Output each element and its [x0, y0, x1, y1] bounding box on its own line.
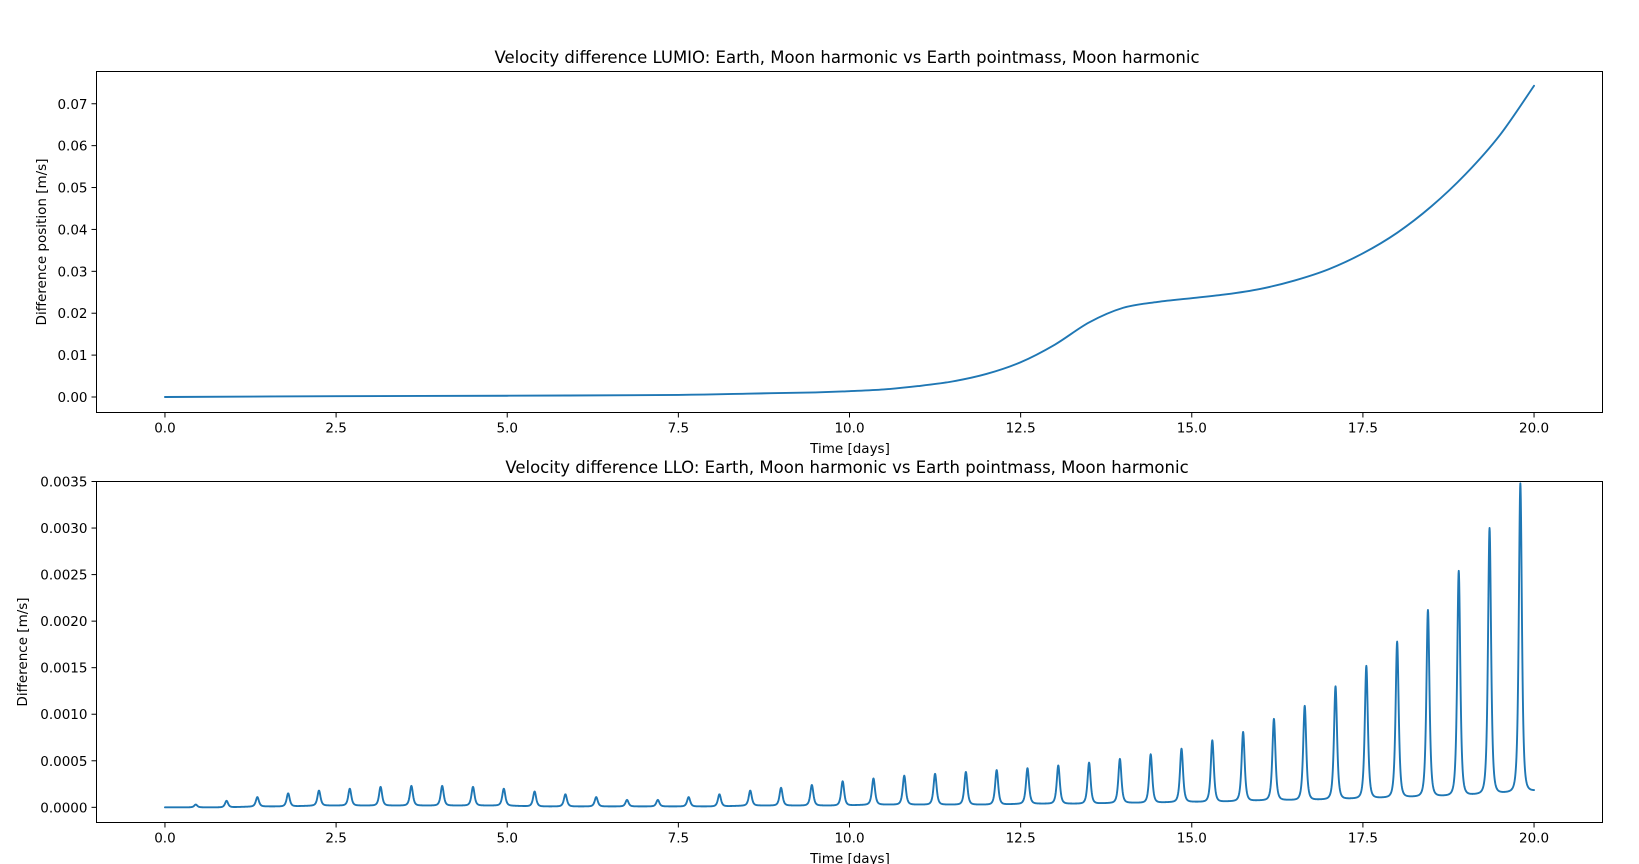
- llo-velocity-line: [164, 482, 1535, 809]
- lumio-x-tick-label: 5.0: [496, 421, 517, 437]
- lumio-y-tick-label: 0.00: [57, 390, 87, 406]
- llo-x-tick-label: 5.0: [496, 831, 517, 847]
- llo-plot-title: Velocity difference LLO: Earth, Moon har…: [505, 458, 1188, 477]
- llo-y-axis-label: Difference [m/s]: [15, 597, 31, 706]
- llo-y-tick-label: 0.0020: [40, 614, 87, 630]
- lumio-velocity-plot: Velocity difference LUMIO: Earth, Moon h…: [34, 48, 1603, 457]
- lumio-x-tick-label: 7.5: [668, 421, 689, 437]
- lumio-x-tick-label: 17.5: [1348, 421, 1378, 437]
- lumio-x-tick-label: 2.5: [325, 421, 346, 437]
- llo-y-tick-label: 0.0010: [40, 707, 87, 723]
- llo-x-tick-label: 12.5: [1006, 831, 1036, 847]
- lumio-x-tick-label: 10.0: [834, 421, 864, 437]
- lumio-x-axis-label: Time [days]: [809, 441, 890, 457]
- llo-x-tick-label: 10.0: [834, 831, 864, 847]
- lumio-x-ticks: 0.0 2.5 5.0 7.5 10.0 12.5 15.0 17.5 20.0: [154, 412, 1549, 437]
- lumio-x-tick-label: 20.0: [1519, 421, 1549, 437]
- llo-velocity-plot: Velocity difference LLO: Earth, Moon har…: [15, 458, 1603, 864]
- llo-x-tick-label: 20.0: [1519, 831, 1549, 847]
- llo-y-tick-label: 0.0035: [40, 475, 87, 491]
- lumio-y-tick-label: 0.04: [57, 222, 87, 238]
- llo-y-ticks: 0.0000 0.0005 0.0010 0.0015 0.0020 0.0025 0.00…: [40, 475, 97, 816]
- llo-x-tick-label: 17.5: [1348, 831, 1378, 847]
- llo-x-axis-label: Time [days]: [809, 851, 890, 864]
- lumio-y-tick-label: 0.02: [57, 306, 87, 322]
- lumio-y-ticks: 0.00 0.01 0.02 0.03 0.04 0.05 0.06 0.07: [57, 97, 97, 406]
- lumio-x-tick-label: 12.5: [1006, 421, 1036, 437]
- llo-y-tick-label: 0.0015: [40, 661, 87, 677]
- llo-y-tick-label: 0.0005: [40, 754, 87, 770]
- lumio-velocity-line: [164, 84, 1535, 398]
- lumio-x-tick-label: 0.0: [154, 421, 175, 437]
- llo-x-tick-label: 2.5: [325, 831, 346, 847]
- llo-x-tick-label: 7.5: [668, 831, 689, 847]
- lumio-y-tick-label: 0.06: [57, 139, 87, 155]
- llo-x-tick-label: 15.0: [1177, 831, 1207, 847]
- llo-y-tick-label: 0.0030: [40, 521, 87, 537]
- lumio-plot-title: Velocity difference LUMIO: Earth, Moon h…: [494, 48, 1199, 67]
- llo-x-ticks: 0.0 2.5 5.0 7.5 10.0 12.5 15.0 17.5 20.0: [154, 822, 1549, 847]
- lumio-x-tick-label: 15.0: [1177, 421, 1207, 437]
- llo-x-tick-label: 0.0: [154, 831, 175, 847]
- lumio-y-tick-label: 0.07: [57, 97, 87, 113]
- lumio-y-tick-label: 0.03: [57, 264, 87, 280]
- lumio-y-axis-label: Difference position [m/s]: [34, 159, 50, 326]
- llo-y-tick-label: 0.0025: [40, 568, 87, 584]
- llo-y-tick-label: 0.0000: [40, 800, 87, 816]
- lumio-y-tick-label: 0.05: [57, 181, 87, 197]
- lumio-y-tick-label: 0.01: [57, 348, 87, 364]
